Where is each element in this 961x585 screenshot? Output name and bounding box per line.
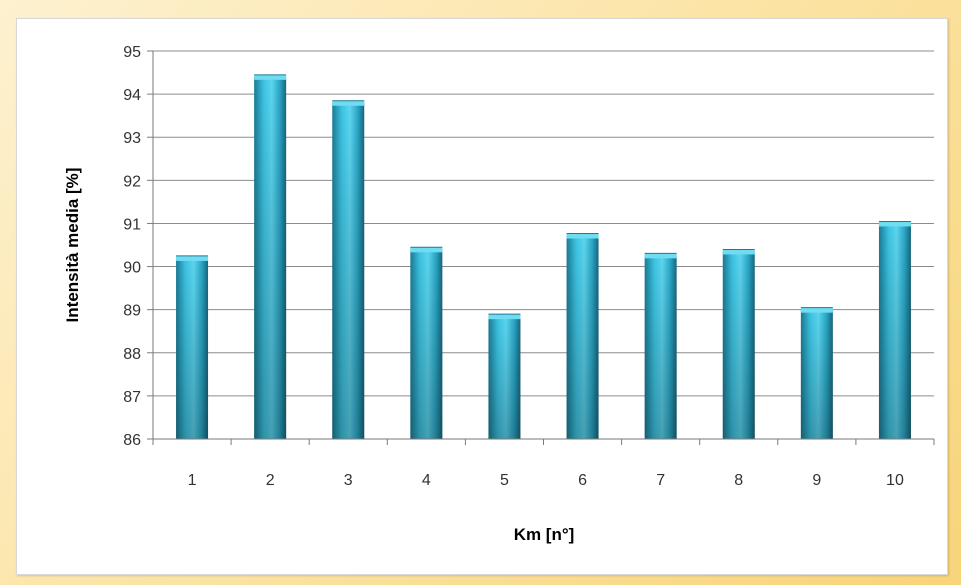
bar-shade xyxy=(488,316,521,439)
y-tick-label: 88 xyxy=(123,346,141,363)
bars xyxy=(176,74,911,439)
bar xyxy=(488,313,521,439)
bar-shade xyxy=(800,309,833,439)
y-tick-label: 89 xyxy=(123,303,141,320)
bar-top xyxy=(176,255,209,261)
bar xyxy=(878,220,911,439)
bar xyxy=(254,74,287,439)
bar xyxy=(722,248,755,439)
y-tick-label: 93 xyxy=(123,130,141,147)
bar-shade xyxy=(410,249,443,439)
bar-top xyxy=(332,100,365,106)
bar-top xyxy=(800,307,833,313)
bar-shade xyxy=(644,255,677,439)
bar-top xyxy=(722,249,755,255)
bar-shade xyxy=(878,223,911,439)
bar xyxy=(332,100,365,439)
x-tick-label: 3 xyxy=(344,472,353,489)
x-tick-label: 10 xyxy=(886,472,904,489)
x-tick-label: 5 xyxy=(500,472,509,489)
x-tick-label: 4 xyxy=(422,472,431,489)
bar-shade xyxy=(254,76,287,439)
bar-top xyxy=(488,314,521,320)
y-tick-label: 92 xyxy=(123,173,141,190)
x-tick-label: 1 xyxy=(188,472,197,489)
y-tick-label: 95 xyxy=(123,44,141,61)
x-tick-label: 6 xyxy=(578,472,587,489)
bar-shade xyxy=(566,235,599,439)
y-axis-title: Intensità media [%] xyxy=(63,168,82,323)
bar xyxy=(800,307,833,439)
bar-shade xyxy=(722,251,755,439)
y-tick-label: 87 xyxy=(123,389,141,406)
bar xyxy=(644,252,677,439)
y-tick-label: 90 xyxy=(123,260,141,277)
chart-panel xyxy=(16,18,948,575)
bar-top xyxy=(566,233,599,239)
bar-top xyxy=(254,74,287,80)
bar-shade xyxy=(176,257,209,439)
y-tick-label: 86 xyxy=(123,432,141,449)
bar-top xyxy=(410,247,443,253)
axes xyxy=(147,50,935,445)
bar-top xyxy=(644,253,677,259)
bar-top xyxy=(878,221,911,227)
x-tick-label: 8 xyxy=(734,472,743,489)
bar-shade xyxy=(332,102,365,439)
bar xyxy=(176,255,209,439)
y-tick-label: 91 xyxy=(123,216,141,233)
x-tick-label: 7 xyxy=(656,472,665,489)
bar xyxy=(410,246,443,439)
bar xyxy=(566,233,599,439)
x-tick-label: 9 xyxy=(812,472,821,489)
y-tick-label: 94 xyxy=(123,87,141,104)
x-tick-label: 2 xyxy=(266,472,275,489)
x-axis-title: Km [n°] xyxy=(514,525,575,544)
